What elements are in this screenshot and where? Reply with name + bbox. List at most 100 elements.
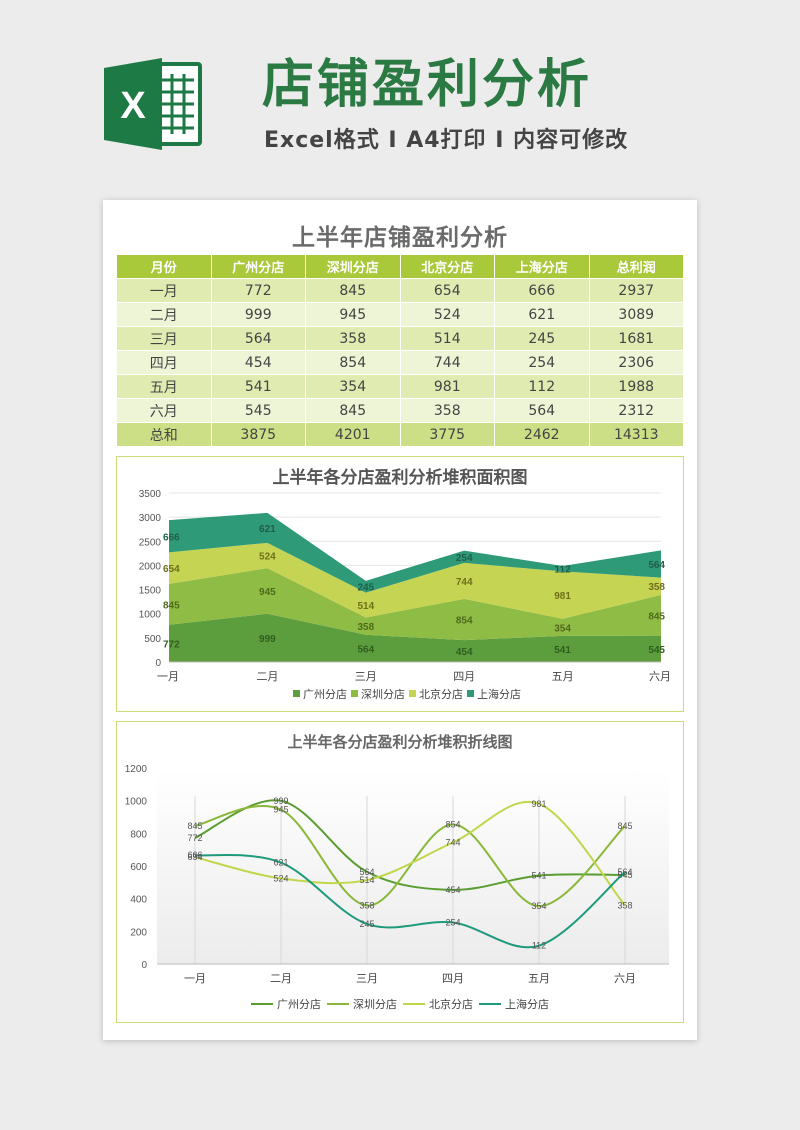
data-label: 854 [445, 820, 460, 830]
data-label: 254 [456, 553, 473, 564]
data-label: 245 [357, 583, 374, 594]
data-label: 112 [555, 565, 572, 576]
chart-title: 上半年各分店盈利分析堆积面积图 [273, 467, 528, 487]
data-label: 945 [273, 805, 288, 815]
table-cell: 245 [494, 326, 590, 351]
stacked-area-chart: 上半年各分店盈利分析堆积面积图 0 500 1000 1500 2000 2500 3000 3… [139, 467, 671, 701]
line-series [194, 854, 626, 949]
table-cell: 3775 [399, 422, 495, 447]
x-tick-label: 二月 [270, 973, 292, 985]
data-label: 354 [554, 623, 571, 634]
legend-label: 深圳分店 [353, 997, 397, 1011]
table-cell: 14313 [588, 422, 684, 447]
x-tick-label: 五月 [552, 671, 574, 683]
table-cell: 3875 [210, 422, 306, 447]
data-label: 564 [359, 867, 374, 877]
table-cell: 254 [494, 350, 590, 375]
table-cell: 六月 [116, 398, 212, 423]
legend-label: 上海分店 [477, 687, 521, 701]
column-header: 总利润 [588, 254, 684, 279]
table-cell: 541 [210, 374, 306, 399]
legend-swatch [409, 690, 416, 697]
y-tick-label: 500 [144, 634, 161, 645]
legend-label: 深圳分店 [361, 687, 405, 701]
y-tick-label: 0 [141, 960, 147, 971]
sheet: 上半年店铺盈利分析 月份 广州分店 深圳分店 北京分店 上海分店 总利润 一月 … [103, 200, 697, 1040]
table-cell: 845 [305, 278, 401, 303]
table-cell: 2462 [494, 422, 590, 447]
data-label: 564 [648, 560, 665, 571]
data-label: 524 [273, 873, 288, 883]
data-label: 666 [187, 850, 202, 860]
y-tick-label: 1000 [139, 610, 162, 621]
table-cell: 四月 [116, 350, 212, 375]
y-tick-label: 1500 [139, 586, 162, 597]
table-cell: 845 [305, 398, 401, 423]
data-label: 541 [554, 645, 571, 656]
data-label: 981 [554, 591, 571, 602]
data-label: 545 [617, 870, 632, 880]
table-cell: 一月 [116, 278, 212, 303]
data-label: 845 [163, 600, 180, 611]
data-label: 772 [187, 833, 202, 843]
data-label: 621 [259, 524, 276, 535]
x-tick-label: 五月 [528, 973, 550, 985]
y-tick-label: 0 [155, 658, 161, 669]
line-series [194, 801, 626, 907]
table-cell: 3089 [588, 302, 684, 327]
column-header: 月份 [116, 254, 212, 279]
data-label: 621 [273, 858, 288, 868]
page-subtitle: Excel格式 Ⅰ A4打印 Ⅰ 内容可修改 [264, 128, 629, 153]
table-cell: 999 [210, 302, 306, 327]
table-cell: 2937 [588, 278, 684, 303]
table-row: 五月 541 354 981 112 1988 [116, 374, 684, 399]
data-label: 112 [532, 941, 546, 951]
table-row: 一月 772 845 654 666 2937 [116, 278, 684, 303]
x-tick-label: 一月 [184, 973, 206, 985]
area-series [169, 512, 661, 593]
table-header-row: 月份 广州分店 深圳分店 北京分店 上海分店 总利润 [116, 254, 684, 279]
table-cell: 945 [305, 302, 401, 327]
x-tick-label: 六月 [649, 670, 671, 683]
table-cell: 666 [494, 278, 590, 303]
table-cell: 总和 [116, 422, 212, 447]
table-cell: 854 [305, 350, 401, 375]
data-label: 654 [187, 852, 202, 862]
chart-title: 上半年各分店盈利分析堆积折线图 [287, 733, 512, 751]
y-tick-label: 800 [130, 829, 147, 840]
table-total-row: 总和 3875 4201 3775 2462 14313 [116, 422, 684, 447]
data-label: 772 [163, 639, 180, 650]
plot-area [157, 768, 669, 964]
line-chart-panel: 上半年各分店盈利分析堆积折线图 0 200 400 600 800 1000 1200 772 9… [116, 721, 684, 1023]
legend-swatch [351, 690, 358, 697]
table-cell: 2312 [588, 398, 684, 423]
area-series [169, 542, 661, 619]
x-tick-label: 二月 [256, 671, 278, 683]
table-cell: 545 [210, 398, 306, 423]
legend-label: 广州分店 [277, 997, 321, 1011]
table-row: 三月 564 358 514 245 1681 [116, 326, 684, 351]
y-tick-label: 3000 [139, 513, 162, 524]
y-tick-label: 2000 [139, 561, 162, 572]
data-label: 245 [359, 919, 374, 929]
y-tick-label: 1000 [125, 797, 148, 808]
area-series [169, 613, 661, 662]
table-cell: 564 [210, 326, 306, 351]
data-label: 845 [617, 821, 632, 831]
table-cell: 1988 [588, 374, 684, 399]
data-label: 454 [445, 885, 460, 895]
y-tick-label: 3500 [139, 489, 162, 500]
table-cell: 654 [399, 278, 495, 303]
table-cell: 三月 [116, 326, 212, 351]
area-series [169, 568, 661, 641]
page-title: 店铺盈利分析 [262, 55, 593, 115]
table-cell: 564 [494, 398, 590, 423]
table-cell: 358 [305, 326, 401, 351]
data-label: 454 [456, 647, 473, 658]
sheet-title: 上半年店铺盈利分析 [292, 225, 508, 251]
x-tick-label: 四月 [453, 671, 475, 683]
data-label: 744 [456, 577, 473, 588]
legend-swatch [293, 690, 300, 697]
y-tick-label: 400 [130, 895, 147, 906]
column-header: 广州分店 [210, 254, 306, 279]
